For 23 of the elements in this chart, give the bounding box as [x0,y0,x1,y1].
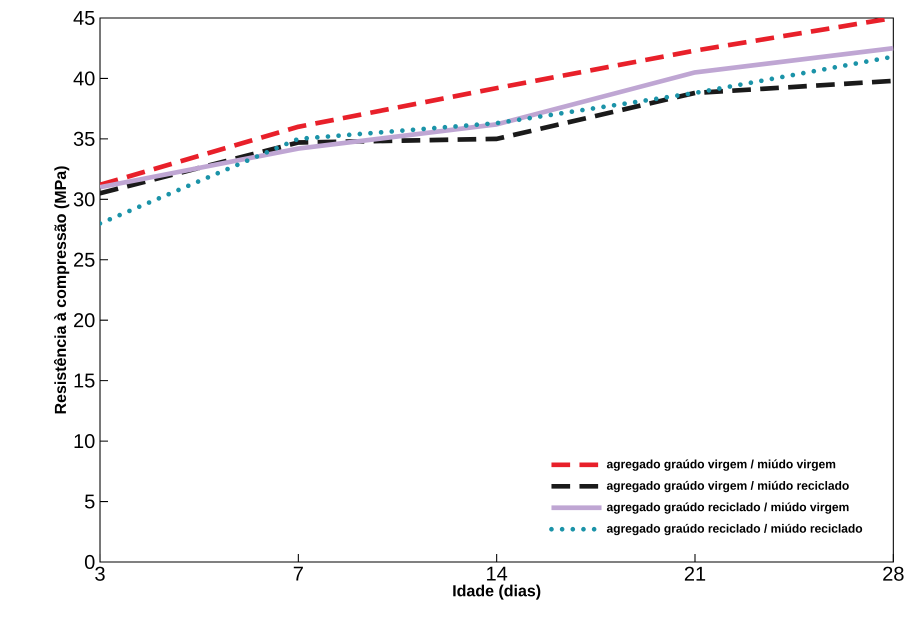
y-tick-label: 45 [74,11,94,25]
legend-label: agregado graúdo reciclado / miúdo virgem [606,502,849,514]
y-tick-label: 20 [74,313,94,328]
y-tick-label: 40 [74,71,94,86]
x-axis-title: Idade (dias) [453,584,540,600]
y-tick-label: 10 [74,434,94,448]
y-tick-label: 0 [84,554,95,570]
y-tick-label: 5 [84,494,94,509]
x-tick-label: 7 [294,566,303,580]
legend-label: agregado graúdo virgem / miúdo reciclado [606,480,849,492]
y-axis-title: Resistência à compressão (MPa) [54,166,70,414]
y-tick-label: 15 [74,374,94,388]
legend-label: agregado graúdo virgem / miúdo virgem [606,459,836,471]
x-tick-label: 28 [883,566,904,581]
y-tick-label: 30 [74,192,94,206]
x-tick-label: 21 [684,566,706,581]
y-tick-label: 25 [74,252,94,267]
legend-label: agregado graúdo reciclado / miúdo reciclado [606,524,862,536]
y-tick-label: 35 [74,132,94,146]
line-series [100,46,894,190]
x-tick-label: 14 [487,566,508,580]
x-tick-label: 3 [95,566,105,581]
line-series [100,78,894,196]
